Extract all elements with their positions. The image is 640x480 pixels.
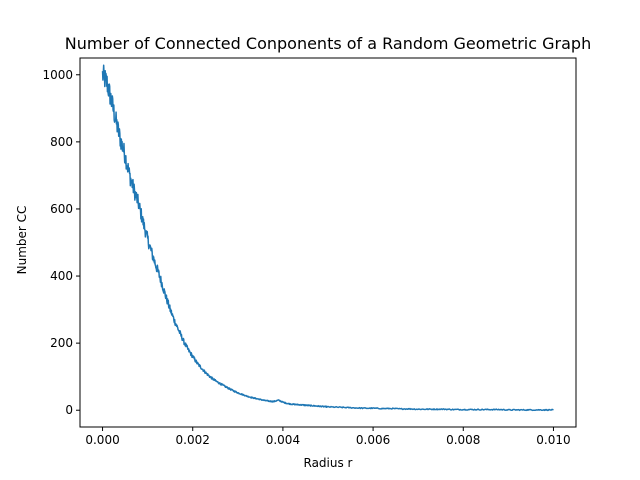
y-axis-label: Number CC (15, 206, 29, 275)
axes: 0.000 0.002 0.004 0.006 0.008 0.010 0 200 400 600… (42, 57, 577, 447)
axes-frame (79, 57, 577, 428)
x-tick-label: 0.010 (536, 433, 570, 447)
x-tick-label: 0.008 (446, 433, 480, 447)
series-line-0 (101, 64, 554, 412)
x-axis-label: Radius r (304, 456, 353, 470)
plot-area (101, 64, 554, 412)
y-tick-label: 0 (65, 403, 73, 417)
x-tick-label: 0.006 (356, 433, 390, 447)
y-tick-label: 600 (50, 202, 73, 216)
x-tick-label: 0.000 (85, 433, 119, 447)
chart-title: Number of Connected Conponents of a Rand… (65, 34, 591, 53)
y-tick-label: 800 (50, 135, 73, 149)
x-tick-label: 0.004 (266, 433, 300, 447)
y-tick-label: 400 (50, 269, 73, 283)
y-tick-label: 200 (50, 336, 73, 350)
x-tick-label: 0.002 (176, 433, 210, 447)
y-tick-label: 1000 (42, 68, 73, 82)
